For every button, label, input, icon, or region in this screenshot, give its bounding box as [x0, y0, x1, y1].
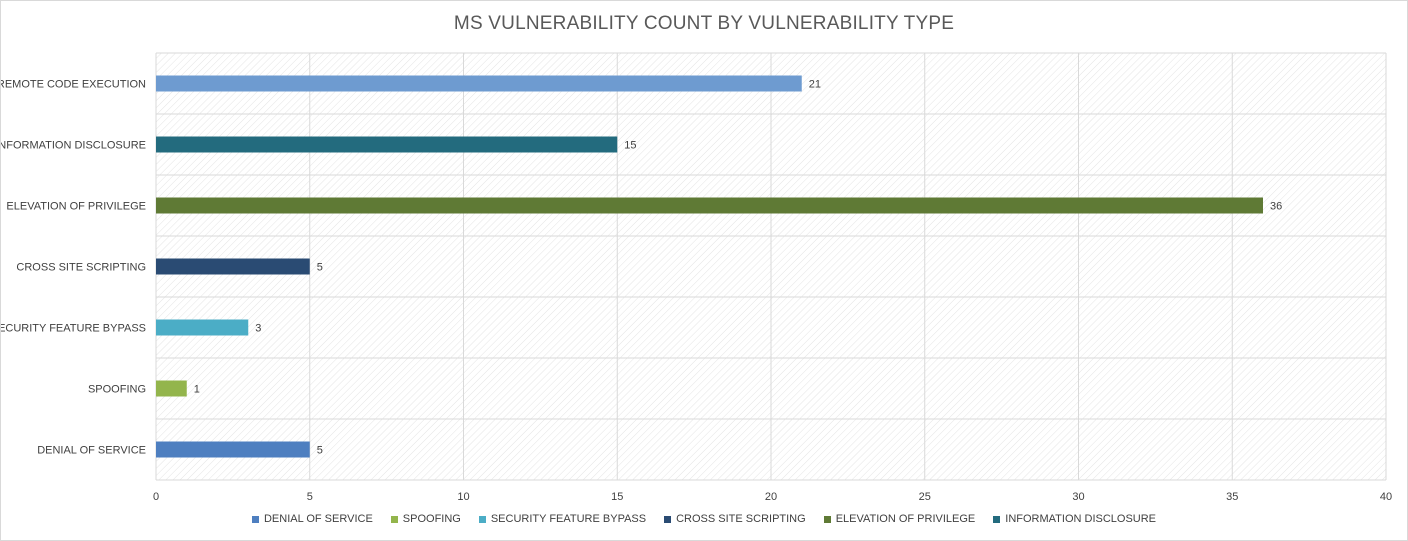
x-tick-label: 15 [611, 491, 623, 503]
category-label: REMOTE CODE EXECUTION [1, 79, 146, 91]
legend-label: INFORMATION DISCLOSURE [1005, 513, 1157, 525]
x-tick-label: 30 [1072, 491, 1084, 503]
legend-swatch [478, 515, 486, 523]
data-label: 5 [317, 262, 323, 274]
data-label: 15 [624, 140, 636, 152]
legend-label: DENIAL OF SERVICE [263, 513, 373, 525]
x-tick-label: 35 [1226, 491, 1238, 503]
category-label: SPOOFING [88, 384, 146, 396]
bars [156, 75, 1263, 458]
legend-swatch [993, 515, 1001, 523]
category-label: DENIAL OF SERVICE [37, 445, 146, 457]
bar [156, 197, 1263, 214]
x-tick-label: 40 [1380, 491, 1392, 503]
legend-item: SPOOFING [390, 513, 461, 525]
legend-label: ELEVATION OF PRIVILEGE [835, 513, 976, 525]
data-label: 5 [317, 445, 323, 457]
chart-title: MS VULNERABILITY COUNT BY VULNERABILITY … [453, 13, 955, 34]
legend-swatch [390, 515, 398, 523]
bar [156, 258, 310, 275]
legend-label: SPOOFING [402, 513, 461, 525]
x-tick-label: 5 [307, 491, 313, 503]
legend-item: SECURITY FEATURE BYPASS [478, 513, 647, 525]
x-tick-label: 10 [457, 491, 469, 503]
legend-item: ELEVATION OF PRIVILEGE [823, 513, 976, 525]
legend-label: SECURITY FEATURE BYPASS [490, 513, 647, 525]
data-label: 3 [255, 323, 261, 335]
x-tick-label: 0 [153, 491, 159, 503]
legend-item: CROSS SITE SCRIPTING [664, 513, 806, 525]
legend: DENIAL OF SERVICE SPOOFING SECURITY FEATUR… [1, 513, 1407, 525]
category-label: ELEVATION OF PRIVILEGE [6, 201, 146, 213]
bar [156, 319, 249, 336]
bar [156, 75, 802, 92]
bar [156, 380, 187, 397]
legend-item: DENIAL OF SERVICE [251, 513, 373, 525]
legend-swatch [251, 515, 259, 523]
legend-swatch [664, 515, 672, 523]
category-label: SECURITY FEATURE BYPASS [1, 323, 146, 335]
bar [156, 136, 618, 153]
x-tick-label: 25 [919, 491, 931, 503]
legend-swatch [823, 515, 831, 523]
bar [156, 441, 310, 458]
category-label: CROSS SITE SCRIPTING [16, 262, 146, 274]
legend-item: INFORMATION DISCLOSURE [993, 513, 1156, 525]
legend-label: CROSS SITE SCRIPTING [676, 513, 806, 525]
category-label: INFORMATION DISCLOSURE [1, 140, 146, 152]
data-label: 21 [809, 79, 821, 91]
data-label: 1 [194, 384, 200, 396]
data-label: 36 [1270, 201, 1282, 213]
x-tick-label: 20 [765, 491, 777, 503]
